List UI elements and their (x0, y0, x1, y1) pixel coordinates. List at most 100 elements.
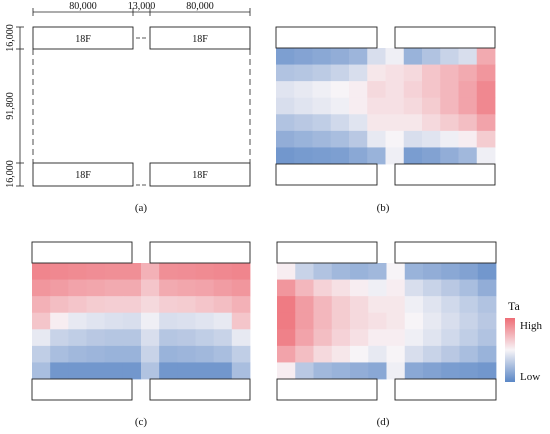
heatmap-cell (459, 329, 479, 347)
heatmap-cell (195, 263, 215, 280)
heatmap-cell (476, 48, 496, 65)
heatmap-cell (50, 296, 69, 314)
heatmap-cell (195, 329, 215, 347)
heatmap-cell (477, 279, 497, 297)
heatmap-cell (368, 263, 387, 280)
heatmap-cell (440, 97, 459, 115)
heatmap-cell (349, 48, 368, 65)
heatmap-c (32, 263, 251, 380)
heatmap-cell (330, 147, 350, 165)
heatmap-cell (295, 263, 314, 280)
heatmap-cell (386, 312, 406, 330)
panel-label-b: (b) (377, 202, 390, 214)
heatmap-cell (441, 296, 460, 314)
building-bottom-left (276, 378, 378, 401)
building-top-right (394, 241, 497, 264)
heatmap-cell (385, 48, 405, 65)
heatmap-cell (422, 81, 441, 99)
heatmap-cell (68, 345, 87, 363)
heatmap-cell (141, 329, 160, 347)
heatmap-cell (440, 130, 459, 148)
heatmap-cell (386, 279, 406, 297)
heatmap-cell (423, 279, 442, 297)
heatmap-cell (104, 329, 124, 347)
heatmap-d (277, 263, 497, 380)
heatmap-cell (368, 296, 387, 314)
heatmap-cell (50, 329, 69, 347)
heatmap-cell (386, 296, 406, 314)
heatmap-cell (440, 81, 459, 99)
heatmap-cell (330, 64, 350, 82)
building-top-left (31, 241, 133, 264)
heatmap-cell (476, 130, 496, 148)
heatmap-cell (312, 130, 332, 148)
heatmap-cell (386, 329, 406, 347)
heatmap-cell (231, 263, 251, 280)
heatmap-cell (213, 263, 233, 280)
heatmap-cell (231, 296, 251, 314)
heatmap-cell (440, 64, 459, 82)
heatmap-cell (50, 345, 69, 363)
heatmap-cell (403, 130, 423, 148)
heatmap-cell (312, 147, 332, 165)
heatmap-cell (459, 362, 479, 380)
heatmap-cell (68, 362, 87, 380)
heatmap-cell (122, 362, 142, 380)
heatmap-cell (213, 312, 233, 330)
heatmap-cell (141, 345, 160, 363)
heatmap-cell (330, 81, 350, 99)
heatmap-cell (458, 64, 478, 82)
heatmap-cell (349, 97, 368, 115)
heatmap-cell (231, 312, 251, 330)
heatmap-cell (312, 97, 332, 115)
heatmap-cell (404, 296, 424, 314)
panel-label-a: (a) (135, 202, 148, 214)
heatmap-cell (32, 329, 51, 347)
legend-high-label: High (520, 320, 543, 332)
building-top-left (276, 241, 378, 264)
heatmap-cell (141, 312, 160, 330)
heatmap-cell (294, 114, 313, 132)
heatmap-cell (177, 279, 196, 297)
heatmap-cell (122, 312, 142, 330)
heatmap-cell (195, 279, 215, 297)
heatmap-cell (422, 48, 441, 65)
heatmap-cell (86, 362, 106, 380)
heatmap-cell (195, 345, 215, 363)
heatmap-cell (122, 296, 142, 314)
heatmap-cell (159, 362, 178, 380)
heatmap-cell (68, 296, 87, 314)
heatmap-cell (458, 97, 478, 115)
heatmap-cell (213, 362, 233, 380)
building-bottom-right (149, 378, 251, 401)
heatmap-cell (368, 329, 387, 347)
building-top-right (394, 26, 496, 49)
heatmap-cell (404, 279, 424, 297)
building-bottom-right (394, 163, 496, 186)
panel-label-c: (c) (135, 416, 148, 428)
heatmap-cell (350, 362, 369, 380)
dim-label-width-right: 80,000 (186, 1, 214, 12)
heatmap-cell (104, 312, 124, 330)
heatmap-cell (104, 345, 124, 363)
heatmap-cell (440, 147, 459, 165)
heatmap-cell (68, 312, 87, 330)
heatmap-cell (476, 147, 496, 165)
heatmap-cell (313, 279, 333, 297)
heatmap-cell (276, 114, 295, 132)
heatmap-cell (331, 362, 351, 380)
heatmap-cell (477, 312, 497, 330)
heatmap-cell (68, 279, 87, 297)
heatmap-b (276, 48, 496, 165)
heatmap-cell (459, 279, 479, 297)
heatmap-cell (276, 64, 295, 82)
heatmap-cell (477, 345, 497, 363)
heatmap-cell (422, 97, 441, 115)
heatmap-cell (367, 48, 386, 65)
heatmap-cell (458, 48, 478, 65)
heatmap-cell (276, 48, 295, 65)
heatmap-cell (86, 345, 106, 363)
heatmap-cell (312, 114, 332, 132)
heatmap-cell (331, 345, 351, 363)
heatmap-cell (195, 296, 215, 314)
